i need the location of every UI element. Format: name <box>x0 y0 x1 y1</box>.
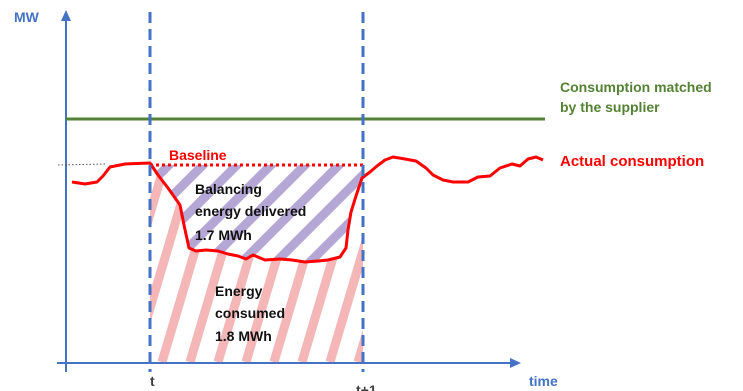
hatch-stripe <box>0 160 26 362</box>
hatch-stripe <box>325 163 363 362</box>
hatch-stripe <box>386 160 446 362</box>
hatch-stripe <box>150 163 199 362</box>
hatch-stripe <box>498 160 558 362</box>
hatch-stripe <box>30 160 140 270</box>
baseline-label: Baseline <box>169 147 227 163</box>
hatch-stripe <box>78 160 138 362</box>
tick-label-t-plus-1: t+1 <box>356 382 377 391</box>
hatch-stripe <box>150 163 171 362</box>
hatch-stripe <box>0 160 54 362</box>
hatch-stripe <box>438 160 548 270</box>
supplier-consumption-label-line2: by the supplier <box>560 99 660 115</box>
hatch-stripe <box>230 163 348 262</box>
hatch-stripe <box>414 160 474 362</box>
hatch-stripe <box>526 160 586 362</box>
supplier-consumption-label-line1: Consumption matched <box>560 79 712 95</box>
energy-consumed-value: 1.8 MWh <box>215 328 272 344</box>
energy-consumed-label-line1: Energy <box>215 283 263 299</box>
hatch-stripe <box>50 160 110 362</box>
hatch-stripe <box>404 160 514 270</box>
balancing-energy-value: 1.7 MWh <box>195 227 252 243</box>
x-axis-arrow-icon <box>510 358 521 368</box>
hatch-stripe <box>264 163 363 262</box>
hatch-stripe <box>442 160 502 362</box>
actual-consumption-curve <box>71 155 544 264</box>
balancing-energy-label-line2: energy delivered <box>195 203 306 219</box>
tick-label-t: t <box>150 373 155 389</box>
hatch-stripe <box>370 160 480 270</box>
axes <box>57 10 521 372</box>
hatch-stripe <box>353 163 363 362</box>
balancing-energy-label-line1: Balancing <box>195 181 262 197</box>
hatch-stripe <box>22 160 82 362</box>
actual-consumption-label: Actual consumption <box>560 153 704 170</box>
energy-consumed-label-line2: consumed <box>215 305 285 321</box>
hatch-stripe <box>554 160 614 362</box>
x-axis-label: time <box>529 373 558 389</box>
y-axis-arrow-icon <box>61 10 71 21</box>
hatch-stripe <box>470 160 530 362</box>
hatch-stripe <box>332 163 363 262</box>
baseline-extension-dots <box>57 163 107 166</box>
y-axis-label: MW <box>14 9 40 25</box>
